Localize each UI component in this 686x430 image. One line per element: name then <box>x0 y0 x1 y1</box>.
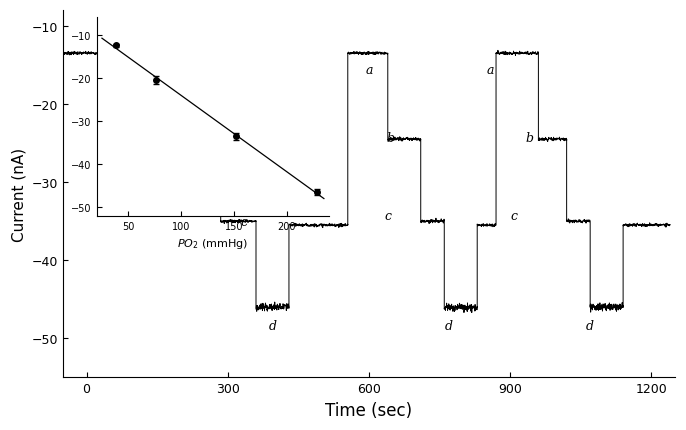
Text: b: b <box>525 132 533 145</box>
Text: c: c <box>384 210 391 223</box>
Text: c: c <box>241 215 248 228</box>
Text: b: b <box>210 132 217 145</box>
Text: a: a <box>161 64 168 77</box>
Text: d: d <box>586 319 594 332</box>
Text: b: b <box>386 132 394 145</box>
Text: a: a <box>365 64 372 77</box>
X-axis label: Time (sec): Time (sec) <box>325 401 412 419</box>
Y-axis label: Current (nA): Current (nA) <box>11 147 26 241</box>
Text: a: a <box>486 64 494 77</box>
Text: d: d <box>445 319 453 332</box>
Text: d: d <box>268 319 276 332</box>
Text: c: c <box>510 210 517 223</box>
